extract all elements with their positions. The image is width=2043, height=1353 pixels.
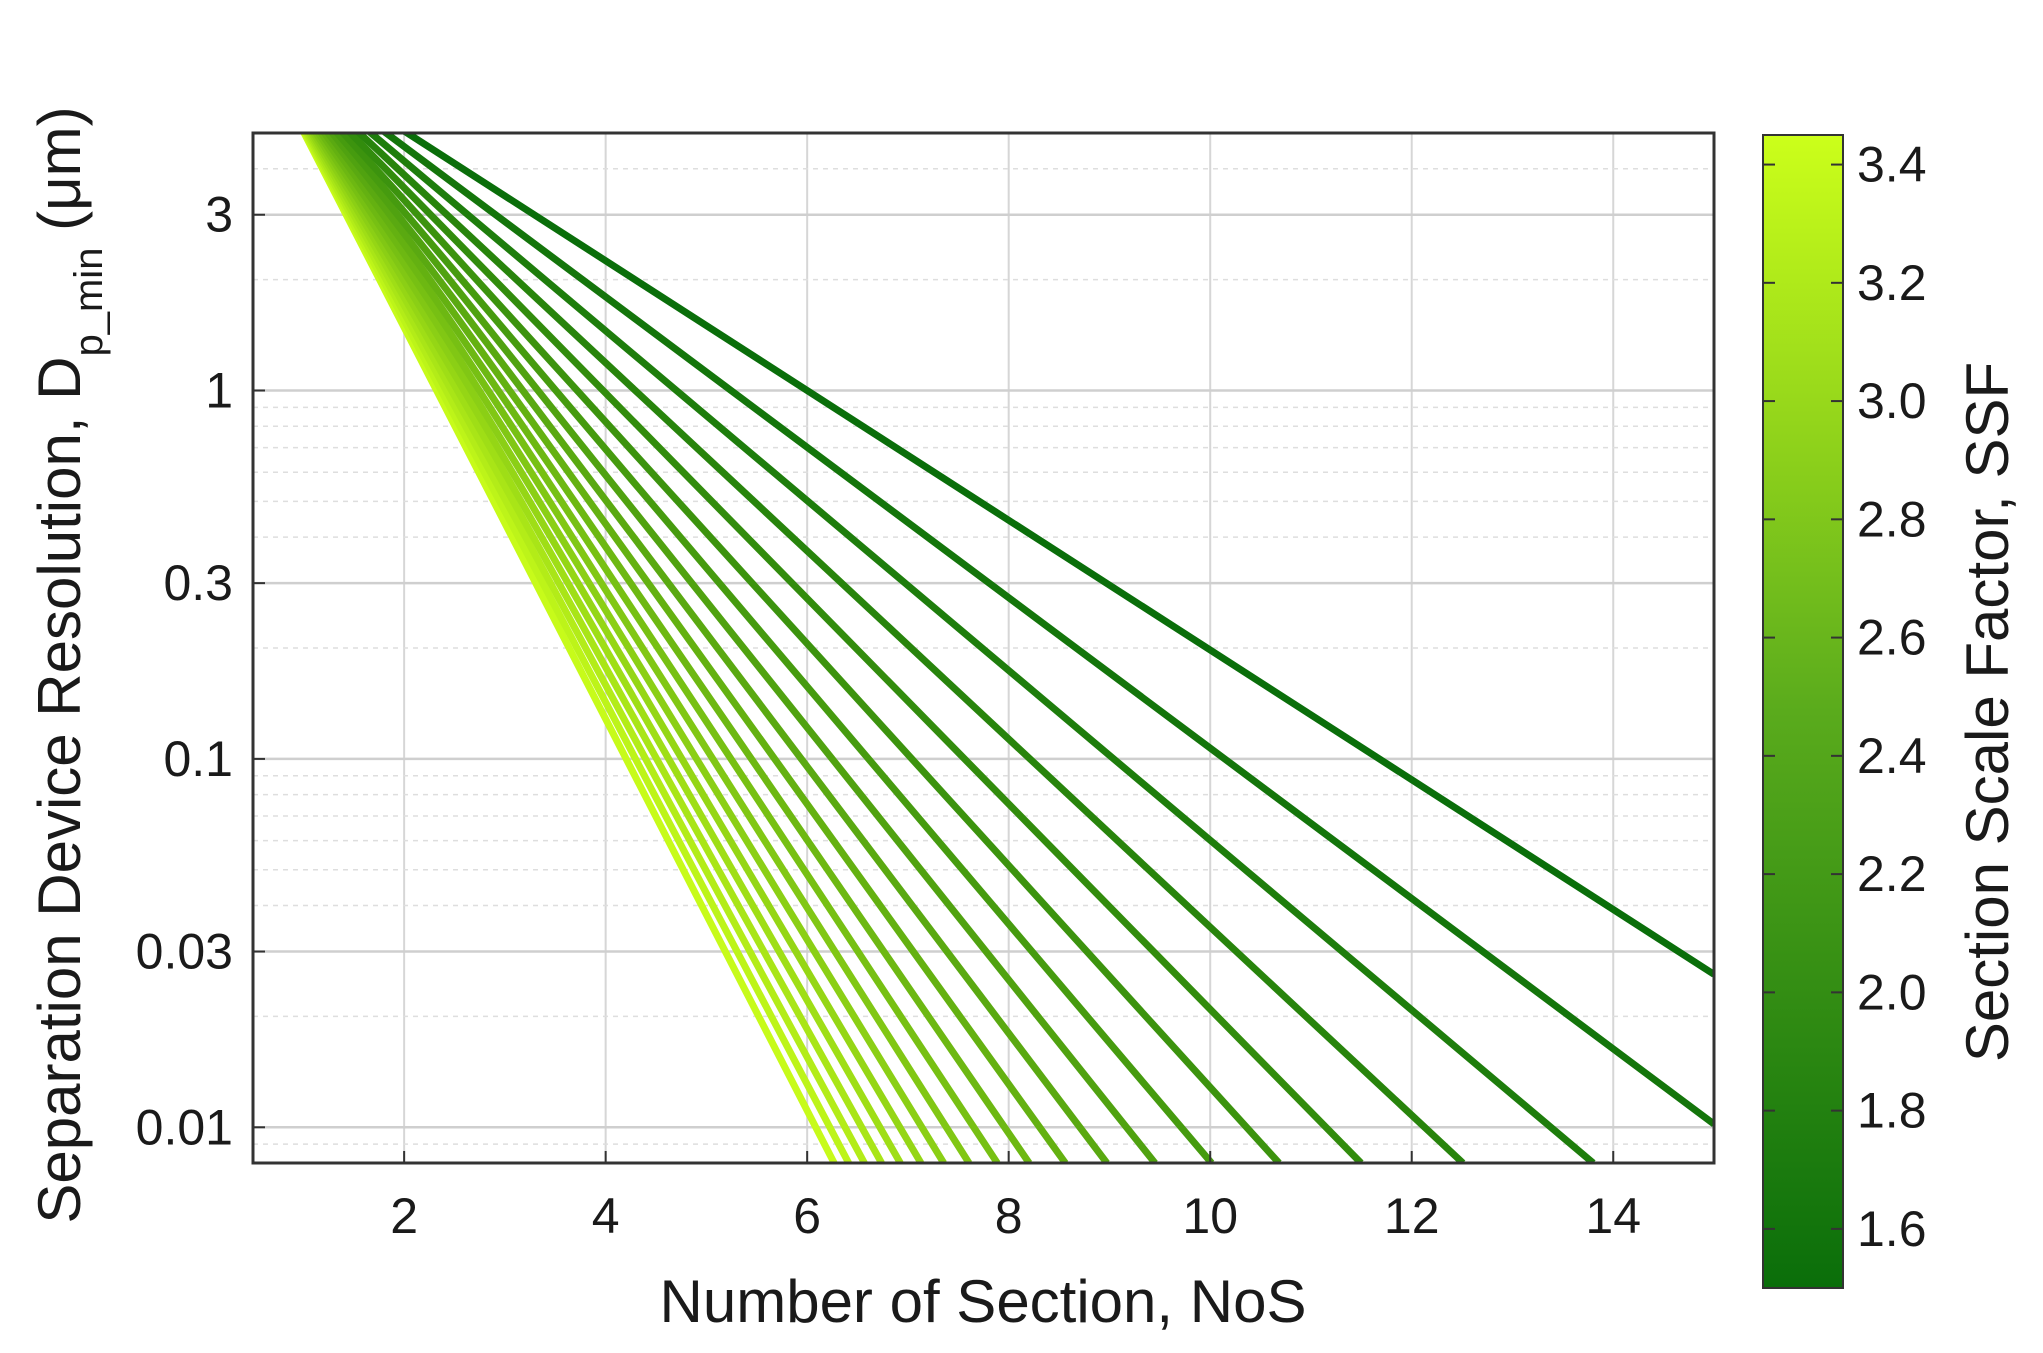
series-line-ssf-2.0 bbox=[338, 133, 1282, 1163]
x-tick-label: 4 bbox=[592, 1188, 620, 1244]
series-line-ssf-2.6 bbox=[314, 133, 1001, 1163]
colorbar-tick-label: 2.6 bbox=[1857, 610, 1927, 666]
x-axis-title: Number of Section, NoS bbox=[660, 1268, 1307, 1335]
colorbar-tick-label: 2.0 bbox=[1857, 964, 1927, 1020]
x-tick-label: 6 bbox=[793, 1188, 821, 1244]
series-line-ssf-2.5 bbox=[316, 133, 1033, 1163]
series-line-ssf-1.7 bbox=[365, 133, 1596, 1163]
series-lines bbox=[300, 133, 1714, 1163]
colorbar bbox=[1762, 134, 1844, 1289]
x-tick-label: 8 bbox=[995, 1188, 1023, 1244]
x-tick-label: 12 bbox=[1384, 1188, 1440, 1244]
series-line-ssf-1.6 bbox=[380, 133, 1714, 1127]
series-line-ssf-3.2 bbox=[302, 133, 868, 1163]
x-tick-label: 2 bbox=[390, 1188, 418, 1244]
colorbar-title: Section Scale Factor, SSF bbox=[1954, 362, 2021, 1062]
y-tick-label: 0.01 bbox=[136, 1099, 233, 1155]
x-tick-label: 10 bbox=[1182, 1188, 1238, 1244]
y-tick-label: 3 bbox=[205, 187, 233, 243]
y-axis-title: Separation Device Resolution, Dp_min (μm… bbox=[26, 106, 111, 1223]
series-line-ssf-2.3 bbox=[323, 133, 1110, 1163]
series-line-ssf-1.9 bbox=[345, 133, 1364, 1163]
series-line-ssf-2.1 bbox=[332, 133, 1215, 1163]
series-line-ssf-2.9 bbox=[307, 133, 924, 1163]
y-tick-label: 0.3 bbox=[163, 555, 233, 611]
plot-frame bbox=[251, 131, 1716, 1165]
series-line-ssf-1.8 bbox=[354, 133, 1466, 1163]
y-axis-title-subscript: p_min bbox=[67, 248, 111, 357]
y-axis-title-main: Separation Device Resolution, D bbox=[26, 357, 93, 1224]
x-tick-label: 14 bbox=[1585, 1188, 1641, 1244]
series-line-ssf-2.8 bbox=[309, 133, 947, 1163]
series-line-ssf-3.0 bbox=[305, 133, 904, 1163]
series-line-ssf-1.5 bbox=[400, 133, 1714, 978]
y-tick-label: 1 bbox=[205, 363, 233, 419]
colorbar-tick-label: 1.8 bbox=[1857, 1083, 1927, 1139]
y-axis-title-unit: (μm) bbox=[26, 106, 93, 247]
colorbar-tick-label: 2.4 bbox=[1857, 728, 1927, 784]
colorbar-tick-label: 3.4 bbox=[1857, 137, 1927, 193]
colorbar-tick-label: 2.8 bbox=[1857, 491, 1927, 547]
colorbar-tick-label: 3.0 bbox=[1857, 373, 1927, 429]
colorbar-ticks: 1.6 1.8 2.0 2.2 2.4 2.6 2.8 3.0 3.2 3.4 bbox=[1763, 137, 1927, 1257]
colorbar-tick-label: 2.2 bbox=[1857, 846, 1927, 902]
y-tick-labels: 0.01 0.03 0.1 0.3 1 3 bbox=[136, 187, 265, 1155]
y-tick-label: 0.03 bbox=[136, 924, 233, 980]
series-line-ssf-2.2 bbox=[327, 133, 1158, 1163]
colorbar-tick-label: 3.2 bbox=[1857, 255, 1927, 311]
series-line-ssf-2.7 bbox=[311, 133, 972, 1163]
y-tick-label: 0.1 bbox=[163, 731, 233, 787]
series-line-ssf-2.4 bbox=[320, 133, 1069, 1163]
series-line-ssf-3.1 bbox=[304, 133, 885, 1163]
x-tick-labels: 2 4 6 8 10 12 14 bbox=[390, 1151, 1641, 1244]
colorbar-tick-label: 1.6 bbox=[1857, 1201, 1927, 1257]
